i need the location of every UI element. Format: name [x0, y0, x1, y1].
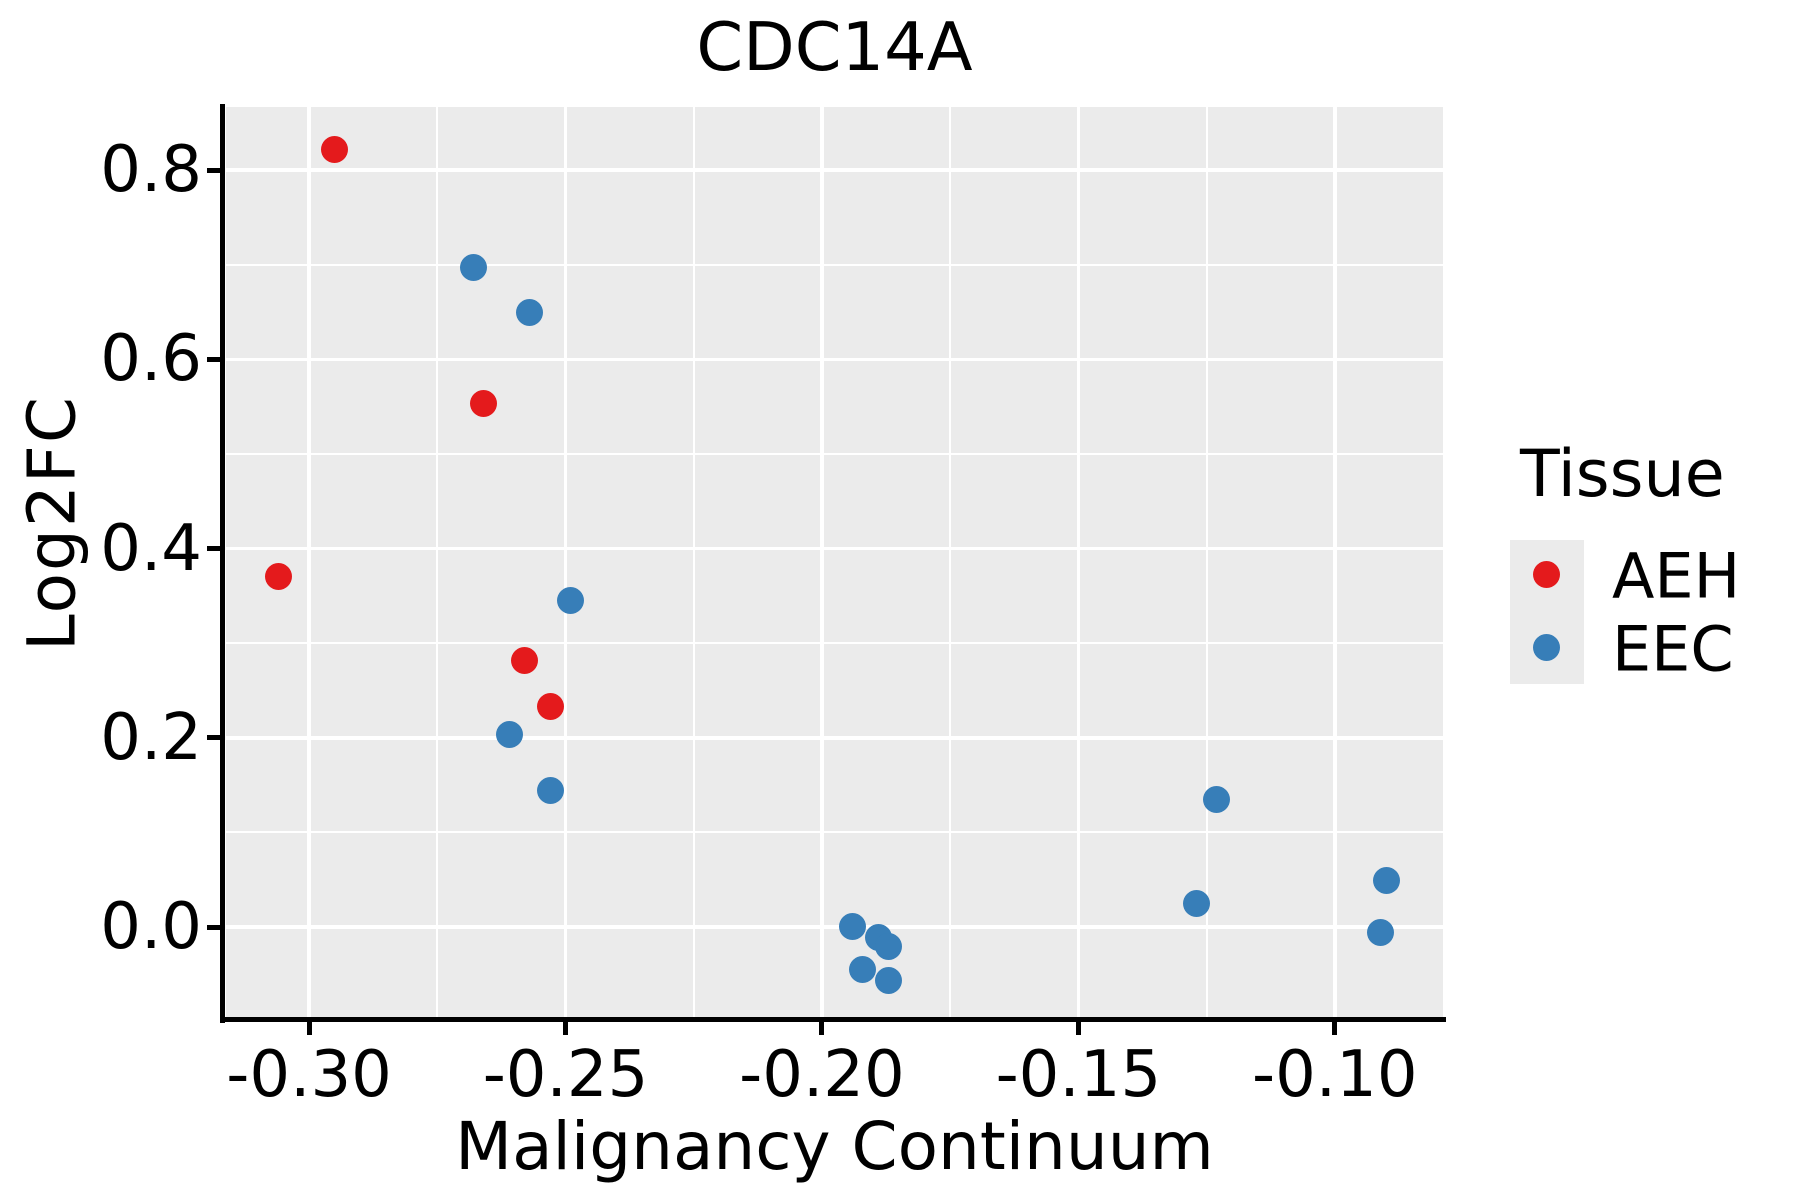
gridline-y-major — [226, 736, 1443, 740]
point-aeh — [264, 563, 292, 591]
point-aeh — [510, 646, 538, 674]
point-eec — [536, 777, 564, 805]
point-eec — [1182, 889, 1210, 917]
point-eec — [557, 587, 585, 615]
point-eec — [1367, 919, 1395, 947]
y-tick-label: 0.6 — [100, 322, 202, 397]
y-axis-line — [220, 104, 225, 1023]
gridline-x-major — [307, 107, 311, 1017]
gridline-x-minor — [1205, 107, 1208, 1017]
x-tick-mark — [1075, 1022, 1081, 1035]
point-eec — [875, 967, 903, 995]
y-tick-mark — [207, 356, 221, 362]
x-tick-label: -0.10 — [1251, 1038, 1418, 1112]
chart-title: CDC14A — [696, 8, 973, 86]
gridline-y-minor — [226, 452, 1443, 455]
legend-dot-aeh-icon — [1533, 561, 1560, 588]
point-eec — [1372, 867, 1400, 895]
y-tick-label: 0.0 — [100, 890, 202, 964]
x-tick-mark — [306, 1022, 312, 1035]
y-tick-label: 0.4 — [100, 511, 202, 586]
gridline-x-major — [820, 107, 824, 1017]
point-eec — [516, 299, 544, 327]
legend-label-aeh: AEH — [1612, 539, 1741, 613]
y-tick-mark — [207, 735, 221, 741]
y-tick-mark — [207, 546, 221, 552]
point-eec — [495, 721, 523, 749]
x-tick-label: -0.30 — [226, 1038, 392, 1112]
y-tick-mark — [207, 167, 221, 173]
gridline-x-minor — [949, 107, 952, 1017]
gridline-y-minor — [226, 642, 1443, 645]
point-eec — [459, 253, 487, 281]
gridline-y-major — [226, 925, 1443, 929]
point-eec — [849, 956, 877, 984]
gridline-y-major — [226, 546, 1443, 551]
x-axis-label: Malignancy Continuum — [455, 1108, 1214, 1185]
x-axis-line — [220, 1017, 1446, 1022]
point-aeh — [321, 135, 349, 163]
gridline-y-major — [226, 357, 1443, 362]
gridline-y-minor — [226, 263, 1443, 266]
point-eec — [1203, 785, 1231, 813]
gridline-x-major — [1076, 107, 1081, 1017]
x-tick-label: -0.15 — [995, 1038, 1162, 1112]
gridline-x-minor — [436, 107, 439, 1017]
y-tick-mark — [207, 924, 221, 930]
legend-title: Tissue — [1520, 437, 1725, 512]
x-tick-mark — [1332, 1022, 1338, 1035]
point-eec — [875, 933, 903, 961]
gridline-y-minor — [226, 831, 1443, 834]
legend-label-eec: EEC — [1612, 612, 1734, 686]
point-aeh — [536, 693, 564, 721]
gridline-x-major — [1333, 107, 1337, 1017]
gridline-x-major — [563, 107, 568, 1017]
x-tick-label: -0.25 — [482, 1038, 649, 1112]
gridline-y-major — [226, 168, 1443, 172]
gridline-x-minor — [692, 107, 695, 1017]
point-eec — [839, 912, 867, 940]
x-tick-mark — [563, 1022, 568, 1035]
y-tick-label: 0.2 — [100, 700, 202, 775]
legend-dot-eec-icon — [1533, 634, 1560, 661]
y-tick-label: 0.8 — [100, 133, 202, 208]
x-tick-label: -0.20 — [739, 1038, 905, 1112]
plot-panel — [226, 107, 1443, 1017]
point-aeh — [469, 390, 497, 418]
x-tick-mark — [819, 1022, 825, 1035]
